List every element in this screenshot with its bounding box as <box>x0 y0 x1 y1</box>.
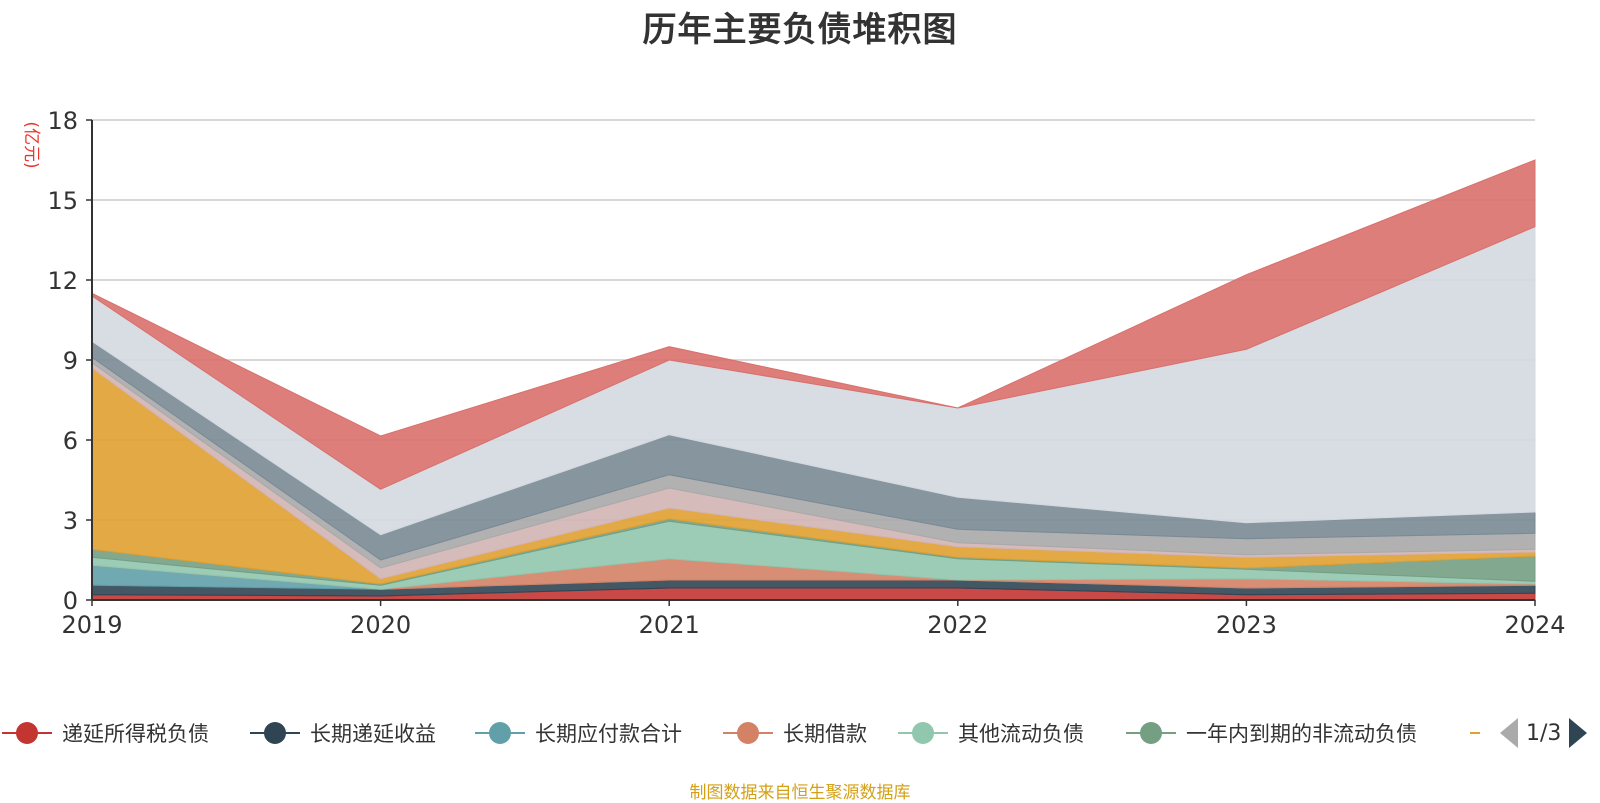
y-tick-label: 0 <box>63 587 78 615</box>
x-tick-label: 2023 <box>1216 611 1277 639</box>
legend-item[interactable]: 一年内到期的非流动负债 <box>1126 715 1417 751</box>
legend-page-indicator: 1/3 <box>1526 720 1562 746</box>
legend-label: 长期借款 <box>783 722 867 746</box>
legend-item[interactable]: 长期借款 <box>723 715 867 751</box>
y-tick-label: 6 <box>63 427 78 455</box>
area-layer <box>91 159 1536 601</box>
legend-item[interactable]: 长期递延收益 <box>250 715 436 751</box>
legend-marker-icon <box>1126 715 1176 751</box>
legend-label: 递延所得税负债 <box>62 722 209 746</box>
x-tick-label: 2021 <box>639 611 700 639</box>
legend: 递延所得税负债 长期递延收益 长期应付款合计 长期借款 其他流动负债 一年内到期的非流动负… <box>0 715 1600 755</box>
legend-marker-icon <box>475 715 525 751</box>
y-tick-label: 18 <box>47 107 78 135</box>
legend-marker-icon <box>2 715 52 751</box>
legend-marker-icon <box>898 715 948 751</box>
legend-item[interactable]: 递延所得税负债 <box>2 715 209 751</box>
area-series-11[interactable] <box>91 159 1536 490</box>
y-tick-label: 9 <box>63 347 78 375</box>
legend-label: 其他流动负债 <box>958 722 1084 746</box>
y-axis-unit-label: (亿元) <box>21 121 41 168</box>
legend-label: 长期应付款合计 <box>535 722 682 746</box>
legend-label: 长期递延收益 <box>310 722 436 746</box>
axis-layer: 0 3 6 9 12 15 18 2019 2020 2021 2022 2023 2024 <box>47 107 1565 639</box>
chart-title: 历年主要负债堆积图 <box>642 10 958 50</box>
legend-label: 一年内到期的非流动负债 <box>1186 722 1417 746</box>
y-tick-label: 3 <box>63 507 78 535</box>
x-tick-label: 2024 <box>1504 611 1565 639</box>
legend-prev-page-icon[interactable] <box>1500 718 1518 748</box>
x-tick-label: 2020 <box>350 611 411 639</box>
x-tick-label: 2022 <box>927 611 988 639</box>
legend-item[interactable]: 其他流动负债 <box>898 715 1084 751</box>
legend-item[interactable]: 长期应付款合计 <box>475 715 682 751</box>
legend-marker-icon <box>250 715 300 751</box>
y-tick-label: 15 <box>47 187 78 215</box>
source-note: 制图数据来自恒生聚源数据库 <box>689 783 911 803</box>
legend-pager: 1/3 <box>1500 715 1588 751</box>
y-tick-label: 12 <box>47 267 78 295</box>
legend-marker-icon <box>723 715 773 751</box>
x-tick-label: 2019 <box>61 611 122 639</box>
legend-truncated-marker <box>1470 732 1480 734</box>
legend-next-page-icon[interactable] <box>1569 718 1588 748</box>
stacked-area-chart: 0 3 6 9 12 15 18 2019 2020 2021 2022 2023 2024 (亿元) <box>21 107 1566 639</box>
